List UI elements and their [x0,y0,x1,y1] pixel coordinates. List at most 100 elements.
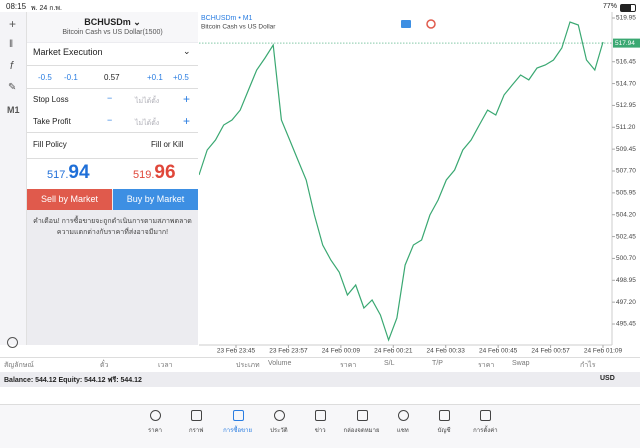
fill-policy-value[interactable]: Fill or Kill [151,140,184,149]
order-panel: BCHUSDm ⌄ Bitcoin Cash vs US Dollar(1500… [27,12,198,345]
tab-icon [315,410,327,421]
balance: Balance: 544.12 Equity: 544.12 ฟรี: 544.… [4,377,142,384]
stop-loss-plus[interactable]: + [183,92,191,106]
tab-icon [191,410,203,421]
volume-step[interactable]: +0.1 [147,73,163,82]
price-line [199,21,604,342]
tab-label: ราคา [148,428,162,434]
buy-button[interactable]: Buy by Market [113,189,198,210]
execution-type[interactable]: Market Execution [33,47,103,57]
toolbar: + ‖ f ✎ M1 [0,12,27,348]
volume-step[interactable]: -0.5 [38,73,52,82]
symbol-description: Bitcoin Cash vs US Dollar(1500) [62,29,163,36]
draw-tool[interactable]: ✎ [8,82,17,93]
stop-loss-minus[interactable]: − [107,93,113,103]
tab-icon [439,410,451,421]
volume-step[interactable]: +0.5 [173,73,189,82]
tab-bar: ราคา กราฟ การซื้อขาย ประวัติ ข่าว กล่องจดหมาย… [0,404,640,448]
function-tool[interactable]: f [10,60,14,72]
column-header[interactable]: ราคา [340,362,357,369]
column-header[interactable]: ประเภท [236,362,260,369]
warning-line: ความแตกต่างกับราคาที่ส่งอาจมีมาก! [56,229,169,236]
chart-subtitle: Bitcoin Cash vs US Dollar [201,24,276,31]
bid-price: 517.94 [47,162,90,184]
current-price-tag [613,38,640,48]
tab-label: กราฟ [189,428,204,434]
y-tick-label: 507.70 [616,168,636,175]
sell-button[interactable]: Sell by Market [27,189,112,210]
tab-label: การตั้งค่า [473,428,498,434]
tab[interactable]: ข่าว [300,405,340,445]
y-tick-label: 505.95 [616,190,636,197]
column-header[interactable]: Swap [512,360,530,367]
balance-row: Balance: 544.12 Equity: 544.12 ฟรี: 544.… [0,372,640,387]
ask-pips: 96 [154,162,176,183]
tab[interactable]: ราคา [135,405,175,445]
tab[interactable]: กล่องจดหมาย [342,405,382,445]
y-tick-label: 497.20 [616,299,636,306]
tab[interactable]: การตั้งค่า [465,405,505,445]
trade-icon[interactable] [426,19,436,29]
volume-step[interactable]: -0.1 [64,73,78,82]
x-tick-label: 24 Feb 00:45 [479,348,518,355]
column-header[interactable]: Volume [268,360,292,367]
symbol[interactable]: BCHUSDm ⌄ [84,17,141,27]
tab-icon [232,410,244,421]
x-tick-label: 23 Feb 23:57 [269,348,308,355]
tab[interactable]: แชท [383,405,423,445]
column-header[interactable]: สัญลักษณ์ [4,362,34,369]
timeframe[interactable]: M1 [7,105,20,115]
chart-title: BCHUSDm • M1 [201,15,253,22]
tab-icon [150,410,161,421]
y-tick-label: 500.70 [616,255,636,262]
crosshair-tool[interactable]: + [9,17,17,31]
current-price-label: 517.94 [615,40,635,47]
x-tick-label: 24 Feb 01:09 [584,348,623,355]
column-header[interactable]: S/L [384,360,395,367]
take-profit-plus[interactable]: + [183,114,191,128]
x-tick-label: 23 Feb 23:45 [217,348,256,355]
warning-line: คำเตือน! การซื้อขายจะถูกดำเนินการตามสภาพ… [33,218,192,225]
x-tick-label: 24 Feb 00:33 [427,348,466,355]
one-click-icon[interactable] [401,20,411,28]
volume[interactable]: 0.57 [104,73,120,82]
indicator-tool[interactable]: ‖ [9,39,14,50]
tab-label: กล่องจดหมาย [343,428,380,434]
status-date: พ. 24 ก.พ. [31,5,62,12]
tab-label: การซื้อขาย [223,428,253,434]
tab[interactable]: การซื้อขาย [218,405,258,445]
take-profit-value[interactable]: ไม่ได้ตั้ง [135,120,160,127]
y-tick-label: 498.95 [616,277,636,284]
x-tick-label: 24 Feb 00:09 [322,348,361,355]
y-tick-label: 511.20 [616,124,636,131]
y-tick-label: 512.95 [616,102,636,109]
fill-policy-label: Fill Policy [33,140,67,149]
y-tick-label: 509.45 [616,146,636,153]
column-header[interactable]: กำไร [580,362,596,369]
execution-dropdown[interactable]: ⌄ [183,46,191,56]
tab[interactable]: บัญชี [424,405,464,445]
ask-main: 519. [133,169,155,181]
y-tick-label: 502.45 [616,233,636,240]
y-tick-label: 504.20 [616,211,636,218]
tab-icon [397,410,409,421]
column-header[interactable]: T/P [432,360,443,367]
tab-icon [273,410,285,421]
x-tick-label: 24 Feb 00:21 [374,348,413,355]
table-header: สัญลักษณ์ ตั๋ว เวลา ประเภท Volume ราคา S/L T/P ร… [0,357,640,372]
column-header[interactable]: ราคา [478,362,495,369]
tab[interactable]: กราฟ [176,405,216,445]
history-tool[interactable] [7,337,18,348]
column-header[interactable]: เวลา [158,362,173,369]
stop-loss-label: Stop Loss [33,95,69,104]
take-profit-minus[interactable]: − [107,115,113,125]
y-tick-label: 495.45 [616,321,636,328]
battery-icon [620,4,636,12]
tab-label: แชท [396,428,409,434]
ask-price: 519.96 [133,162,176,184]
battery-level: 77% [603,3,618,10]
stop-loss-value[interactable]: ไม่ได้ตั้ง [135,98,160,105]
tab-label: บัญชี [437,428,451,434]
column-header[interactable]: ตั๋ว [100,362,109,369]
tab[interactable]: ประวัติ [259,405,299,445]
